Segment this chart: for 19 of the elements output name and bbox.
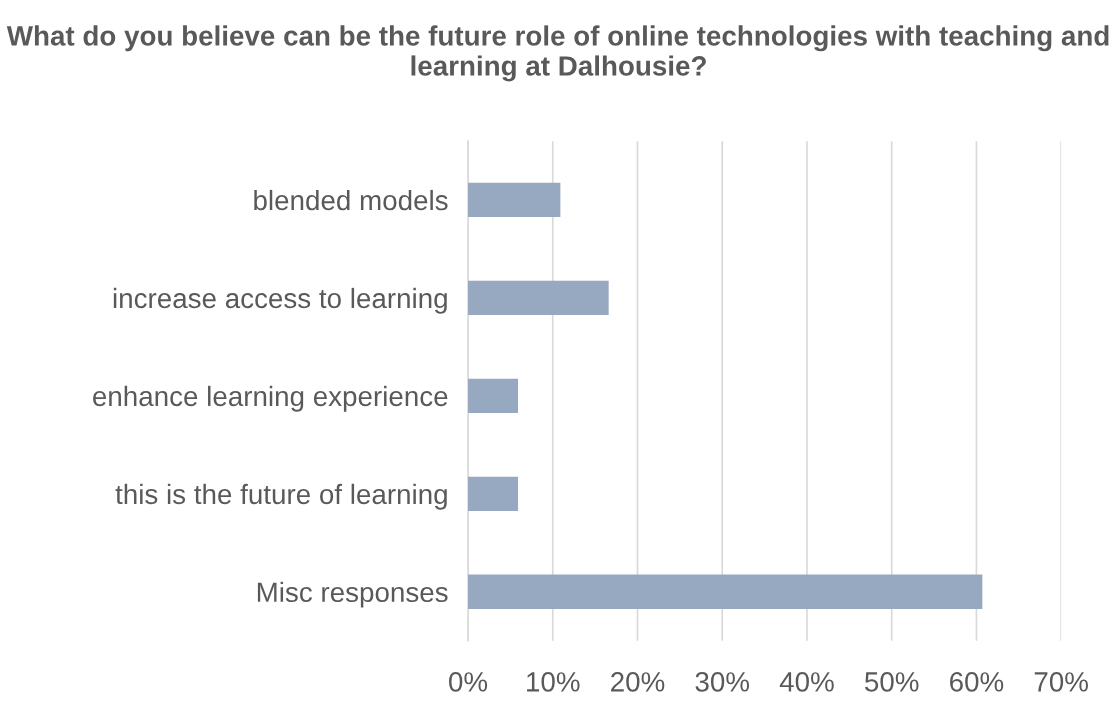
- y-tick-label: enhance learning experience: [93, 385, 448, 412]
- y-tick-label: blended models: [254, 189, 448, 211]
- x-tick-label: 30%: [695, 672, 750, 692]
- chart-title: What do you believe can be the future role of online technologies with teaching and learning at Dalhousie?: [6, 25, 1109, 82]
- y-tick-label: this is the future of learning: [115, 483, 447, 510]
- bar: [468, 378, 519, 413]
- y-tick-label: Misc responses: [257, 581, 448, 608]
- bar: [468, 476, 519, 511]
- y-tick-label: increase access to learning: [113, 287, 447, 314]
- bar: [468, 280, 609, 316]
- x-tick-label: 60%: [950, 672, 1004, 692]
- x-tick-label: 20%: [611, 672, 665, 692]
- x-tick-label: 40%: [779, 672, 834, 692]
- x-tick-label: 70%: [1034, 672, 1088, 692]
- bar: [468, 182, 561, 218]
- x-tick-label: 10%: [527, 672, 580, 692]
- x-tick-label: 50%: [865, 672, 919, 692]
- bar: [468, 574, 983, 609]
- x-tick-label: 0%: [449, 672, 488, 692]
